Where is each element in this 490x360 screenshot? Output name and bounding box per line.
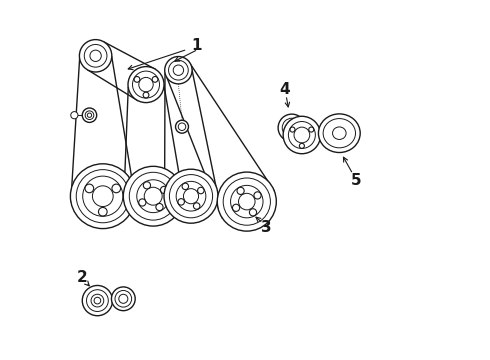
Ellipse shape <box>318 114 360 153</box>
Circle shape <box>175 120 189 133</box>
Circle shape <box>278 114 305 141</box>
Circle shape <box>71 164 135 229</box>
Circle shape <box>82 285 113 316</box>
Circle shape <box>123 166 183 226</box>
Text: 3: 3 <box>261 220 271 235</box>
Circle shape <box>165 57 192 84</box>
Text: 1: 1 <box>191 37 202 53</box>
Text: 2: 2 <box>77 270 88 285</box>
Circle shape <box>128 67 164 103</box>
Circle shape <box>217 172 276 231</box>
Circle shape <box>71 112 78 119</box>
Circle shape <box>79 40 112 72</box>
Text: 5: 5 <box>350 173 361 188</box>
Circle shape <box>283 116 320 154</box>
Text: 4: 4 <box>279 82 290 97</box>
Circle shape <box>111 287 135 311</box>
Circle shape <box>164 169 218 223</box>
Circle shape <box>82 108 97 122</box>
